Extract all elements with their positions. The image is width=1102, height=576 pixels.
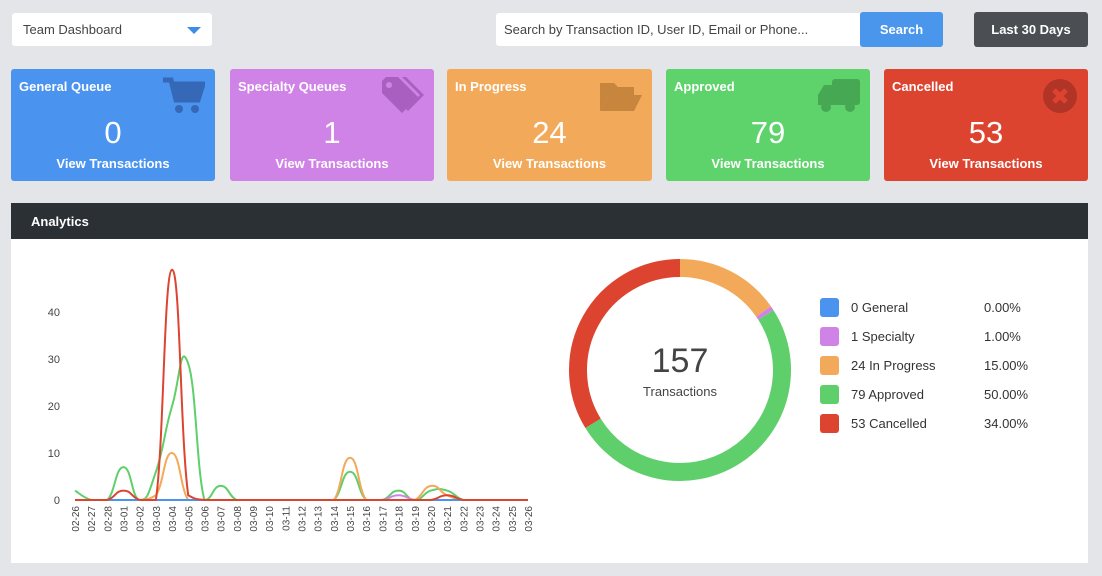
card-approved[interactable]: Approved 79 View Transactions	[666, 69, 870, 181]
x-tick-label: 03-03	[152, 506, 163, 532]
legend-percent: 1.00%	[984, 329, 1021, 344]
x-tick-label: 03-06	[200, 506, 211, 532]
search-button[interactable]: Search	[860, 12, 943, 47]
card-count: 24	[532, 115, 567, 150]
x-tick-label: 03-07	[217, 506, 228, 532]
card-in-progress[interactable]: In Progress 24 View Transactions	[447, 69, 652, 181]
donut-slice[interactable]	[679, 259, 771, 317]
tags-icon	[382, 77, 424, 113]
x-tick-label: 03-26	[524, 506, 535, 532]
donut-slice[interactable]	[585, 310, 791, 481]
x-tick-label: 03-14	[330, 506, 341, 532]
legend-label: 0 General	[851, 300, 909, 315]
legend-label: 79 Approved	[851, 387, 925, 402]
card-cancelled[interactable]: Cancelled 53 View Transactions	[884, 69, 1088, 181]
view-transactions-link[interactable]: View Transactions	[492, 156, 607, 171]
card-count: 79	[750, 115, 786, 150]
x-tick-label: 03-23	[475, 506, 486, 532]
truck-icon	[818, 79, 860, 112]
card-count: 0	[104, 115, 122, 150]
x-tick-label: 03-09	[249, 506, 260, 532]
legend-percent: 34.00%	[984, 416, 1029, 431]
card-count: 53	[968, 115, 1004, 150]
legend-swatch	[820, 327, 839, 346]
x-tick-label: 03-18	[395, 506, 406, 532]
x-tick-label: 03-05	[184, 506, 195, 532]
legend-percent: 0.00%	[984, 300, 1021, 315]
x-tick-label: 03-22	[459, 506, 470, 532]
legend-label: 53 Cancelled	[851, 416, 927, 431]
y-tick-label: 40	[48, 307, 60, 319]
card-count: 1	[323, 115, 341, 150]
card-title: Cancelled	[892, 79, 954, 94]
folder-open-icon	[600, 83, 642, 111]
x-tick-label: 02-28	[103, 506, 114, 532]
view-transactions-link[interactable]: View Transactions	[275, 156, 389, 171]
y-tick-label: 30	[48, 354, 60, 366]
y-tick-label: 0	[54, 495, 60, 507]
analytics-panel	[11, 239, 1088, 563]
legend-percent: 15.00%	[984, 358, 1029, 373]
donut-label: Transactions	[643, 384, 717, 399]
legend-swatch	[820, 298, 839, 317]
x-tick-label: 03-08	[233, 506, 244, 532]
legend-label: 24 In Progress	[851, 358, 936, 373]
card-title: General Queue	[19, 79, 112, 94]
legend-label: 1 Specialty	[851, 329, 915, 344]
dashboard-select[interactable]: Team Dashboard	[12, 13, 212, 46]
x-tick-label: 02-27	[87, 506, 98, 532]
cart-icon	[163, 77, 205, 113]
x-tick-label: 03-10	[265, 506, 276, 532]
date-range-button[interactable]: Last 30 Days	[974, 12, 1088, 47]
x-tick-label: 03-20	[427, 506, 438, 532]
legend-swatch	[820, 356, 839, 375]
times-circle-icon	[1043, 79, 1077, 113]
x-tick-label: 02-26	[71, 506, 82, 532]
donut-chart	[569, 259, 791, 481]
x-tick-label: 03-13	[314, 506, 325, 532]
search-input[interactable]	[496, 13, 860, 46]
line-series	[74, 355, 528, 502]
x-tick-label: 03-24	[492, 506, 503, 532]
x-tick-label: 03-15	[346, 506, 357, 532]
card-title: In Progress	[455, 79, 527, 94]
donut-slice[interactable]	[756, 306, 774, 320]
line-series	[75, 452, 528, 501]
y-tick-label: 20	[48, 401, 60, 413]
x-tick-label: 03-16	[362, 506, 373, 532]
view-transactions-link[interactable]: View Transactions	[929, 156, 1043, 171]
legend-percent: 50.00%	[984, 387, 1029, 402]
card-title: Approved	[674, 79, 735, 94]
line-chart: 0 10 20 30 40 02-26 02-27 02-28 03-01 03-02 03-03 0…	[48, 268, 535, 532]
x-tick-label: 03-02	[136, 506, 147, 532]
legend-swatch	[820, 414, 839, 433]
x-tick-label: 03-21	[443, 506, 454, 532]
x-tick-label: 03-04	[168, 506, 179, 532]
x-tick-label: 03-19	[411, 506, 422, 532]
x-tick-label: 03-01	[120, 506, 131, 532]
x-tick-label: 03-17	[378, 506, 389, 532]
card-general-queue[interactable]: General Queue 0 View Transactions	[11, 69, 215, 181]
x-tick-label: 03-25	[508, 506, 519, 532]
x-tick-label: 03-11	[281, 506, 292, 531]
view-transactions-link[interactable]: View Transactions	[56, 156, 170, 171]
view-transactions-link[interactable]: View Transactions	[711, 156, 825, 171]
x-tick-label: 03-12	[298, 506, 309, 532]
card-title: Specialty Queues	[238, 79, 347, 94]
card-specialty-queues[interactable]: Specialty Queues 1 View Transactions	[230, 69, 434, 181]
legend-swatch	[820, 385, 839, 404]
line-series	[75, 268, 528, 501]
analytics-header: Analytics	[11, 203, 1088, 239]
donut-total: 157	[651, 342, 709, 380]
donut-slice[interactable]	[569, 259, 681, 429]
dashboard-select-value: Team Dashboard	[23, 22, 122, 37]
y-tick-label: 10	[48, 448, 60, 460]
caret-down-icon	[187, 27, 201, 34]
